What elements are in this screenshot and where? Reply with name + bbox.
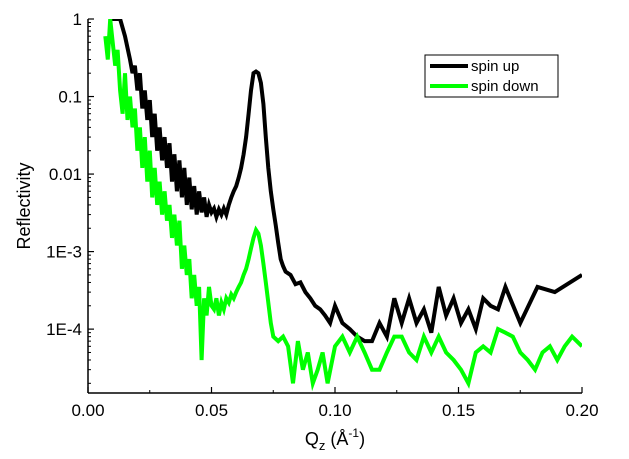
legend-label: spin up xyxy=(471,58,519,75)
y-tick-label: 1E-4 xyxy=(46,320,82,339)
x-tick-label: 0.20 xyxy=(565,401,598,420)
y-tick-label: 1E-3 xyxy=(46,243,82,262)
x-tick-label: 0.05 xyxy=(195,401,228,420)
series-line-spin-down xyxy=(103,19,582,392)
y-axis-title: Reflectivity xyxy=(14,162,34,249)
y-tick-label: 0.01 xyxy=(49,165,82,184)
series-line-spin-up xyxy=(110,19,582,344)
x-tick-label: 0.10 xyxy=(318,401,351,420)
x-tick-label: 0.00 xyxy=(71,401,104,420)
legend: spin up spin down xyxy=(424,54,559,98)
y-tick-label: 1 xyxy=(73,10,82,29)
axes-layer: 0.00 0.05 0.10 0.15 0.20 1 0.1 0.01 1E-3 1E-4 Refl… xyxy=(14,10,599,453)
series-layer xyxy=(103,19,582,392)
x-axis-title: Qz (Å-1) xyxy=(305,426,365,453)
y-tick-label: 0.1 xyxy=(58,88,82,107)
x-tick-label: 0.15 xyxy=(442,401,475,420)
legend-label: spin down xyxy=(471,78,539,95)
legend-box xyxy=(424,54,559,98)
